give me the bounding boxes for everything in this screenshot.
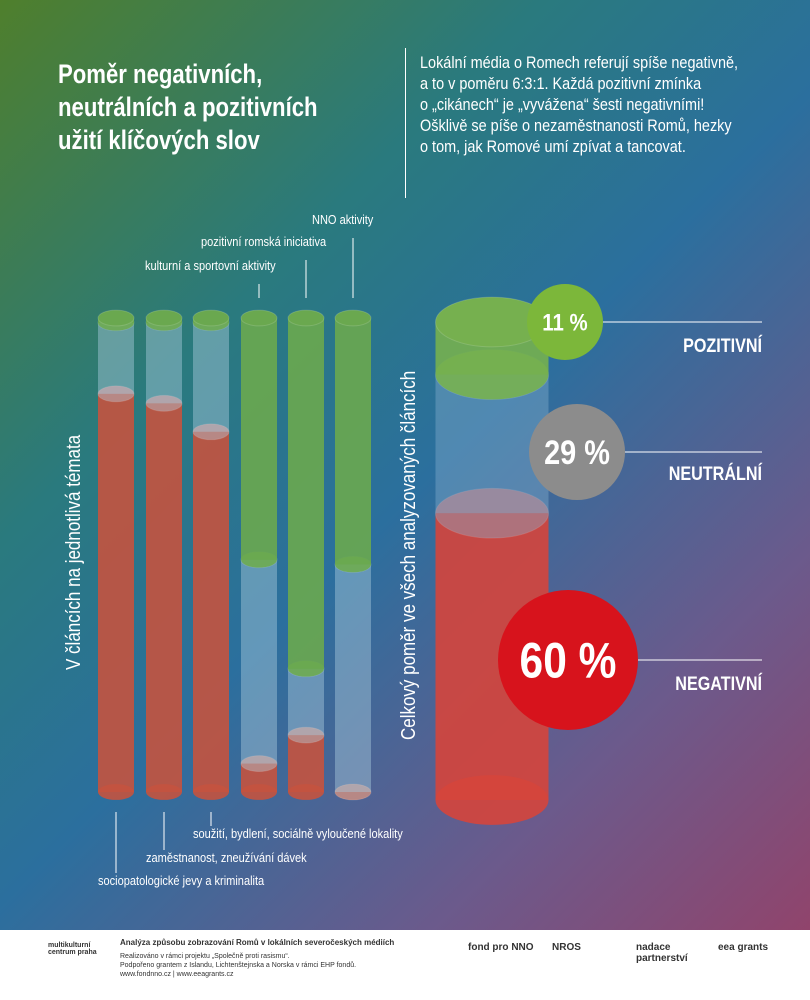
- title-line: neutrálních a pozitivních: [58, 92, 318, 122]
- cylinder-segment: [335, 564, 371, 792]
- percent-badge: [498, 590, 638, 730]
- legend-label: NEGATIVNÍ: [675, 672, 763, 695]
- legend-label: NEUTRÁLNÍ: [669, 462, 763, 485]
- title-line: užití klíčových slov: [58, 125, 260, 155]
- intro-line: o tom, jak Romové umí zpívat a tancovat.: [420, 137, 686, 156]
- chart: sociopatologické jevy a kriminalita zaměs…: [62, 212, 763, 888]
- cylinder-cap: [287, 309, 325, 327]
- cylinder-segment: [146, 403, 182, 792]
- cylinder-cap: [241, 755, 277, 772]
- cylinder-cap: [146, 395, 182, 412]
- cylinder-cap: [288, 784, 324, 800]
- cylinder-cap: [335, 556, 371, 573]
- axis-label: Celkový poměr ve všech analyzovaných člá…: [397, 371, 420, 740]
- footer-line: Analýza způsobu zobrazování Romů v lokál…: [120, 938, 395, 947]
- footer-line: Realizováno v rámci projektu „Společně p…: [120, 953, 290, 960]
- percent-badge: [527, 284, 603, 360]
- cylinder-segment: [193, 431, 229, 792]
- cylinder-cap: [98, 784, 134, 800]
- intro-line: o „cikánech“ je „vyvážena“ šesti negativ…: [420, 95, 705, 114]
- logo: fond pro NNO: [468, 942, 534, 953]
- cylinder-cap: [435, 487, 549, 539]
- title: Poměr negativních, neutrálních a pozitivn…: [58, 58, 318, 157]
- category-label: pozitivní romská iniciativa: [201, 234, 326, 249]
- category-label: NNO aktivity: [312, 212, 373, 227]
- cylinder-cap: [241, 551, 277, 568]
- cylinder-cap: [288, 727, 324, 744]
- cylinder-cap: [334, 309, 372, 327]
- cylinder-segment: [98, 393, 134, 792]
- cylinder-segment: [288, 668, 324, 736]
- logo: NROS: [552, 942, 581, 953]
- cylinder-cap: [193, 784, 229, 800]
- cylinder-segment: [98, 322, 134, 394]
- cylinder-cap: [192, 309, 230, 327]
- cylinder-segment: [146, 322, 182, 404]
- footer-line: www.fondnno.cz | www.eeagrants.cz: [120, 971, 234, 978]
- cylinder-cap: [435, 488, 549, 539]
- category-label: kulturní a sportovní aktivity: [145, 258, 276, 273]
- cylinder-cap: [97, 385, 135, 403]
- logo: multikulturní centrum praha: [48, 942, 97, 956]
- cylinder-cap: [193, 423, 229, 440]
- cylinder-cap: [334, 783, 372, 801]
- cylinder-segment: [193, 322, 229, 432]
- intro: Lokální média o Romech referují spíše ne…: [420, 52, 777, 157]
- logo: eea grants: [718, 942, 769, 953]
- cylinder-cap: [192, 423, 230, 441]
- percent-label: 60 %: [520, 632, 617, 688]
- category-label: sociopatologické jevy a kriminalita: [98, 873, 264, 888]
- cylinder-segment: [241, 318, 277, 560]
- cylinder-cap: [335, 784, 371, 800]
- percent-label: 11 %: [542, 309, 588, 336]
- legend-label: POZITIVNÍ: [683, 334, 763, 357]
- cylinder-segment: [241, 559, 277, 764]
- category-label: zaměstnanost, zneužívání dávek: [146, 850, 308, 865]
- intro-line: a to v poměru 6:3:1. Každá pozitivní zmí…: [420, 74, 702, 93]
- cylinder-cap: [287, 726, 325, 744]
- intro-line: Lokální média o Romech referují spíše ne…: [420, 53, 739, 72]
- intro-line: Ošklivě se píše o nezaměstnanosti Romů, …: [420, 116, 732, 135]
- cylinder-cap: [435, 349, 549, 400]
- cylinder-cap: [288, 660, 324, 677]
- cylinder-cap: [241, 784, 277, 800]
- cylinder-segment: [288, 318, 324, 669]
- axis-label: V článcích na jednotlivá témata: [62, 434, 85, 670]
- separator: [405, 48, 406, 198]
- footer-line: Podpořeno grantem z Islandu, Lichtenštej…: [120, 962, 357, 969]
- cylinder-cap: [97, 309, 135, 327]
- logo: nadace partnerství: [636, 942, 688, 964]
- cylinder-cap: [240, 309, 278, 327]
- cylinder-cap: [145, 394, 183, 412]
- category-label: soužití, bydlení, sociálně vyloučené lok…: [193, 826, 403, 841]
- title-line: Poměr negativních,: [58, 59, 263, 89]
- cylinder-cap: [146, 784, 182, 800]
- percent-badge: [529, 404, 625, 500]
- footer: Analýza způsobu zobrazování Romů v lokál…: [0, 930, 810, 1000]
- cylinder-cap: [435, 775, 549, 825]
- cylinder-cap: [240, 755, 278, 772]
- cylinder-segment: [288, 735, 324, 792]
- cylinder-cap: [98, 385, 134, 402]
- cylinder-segment: [335, 318, 371, 565]
- percent-label: 29 %: [544, 433, 610, 472]
- cylinder-cap: [145, 309, 183, 327]
